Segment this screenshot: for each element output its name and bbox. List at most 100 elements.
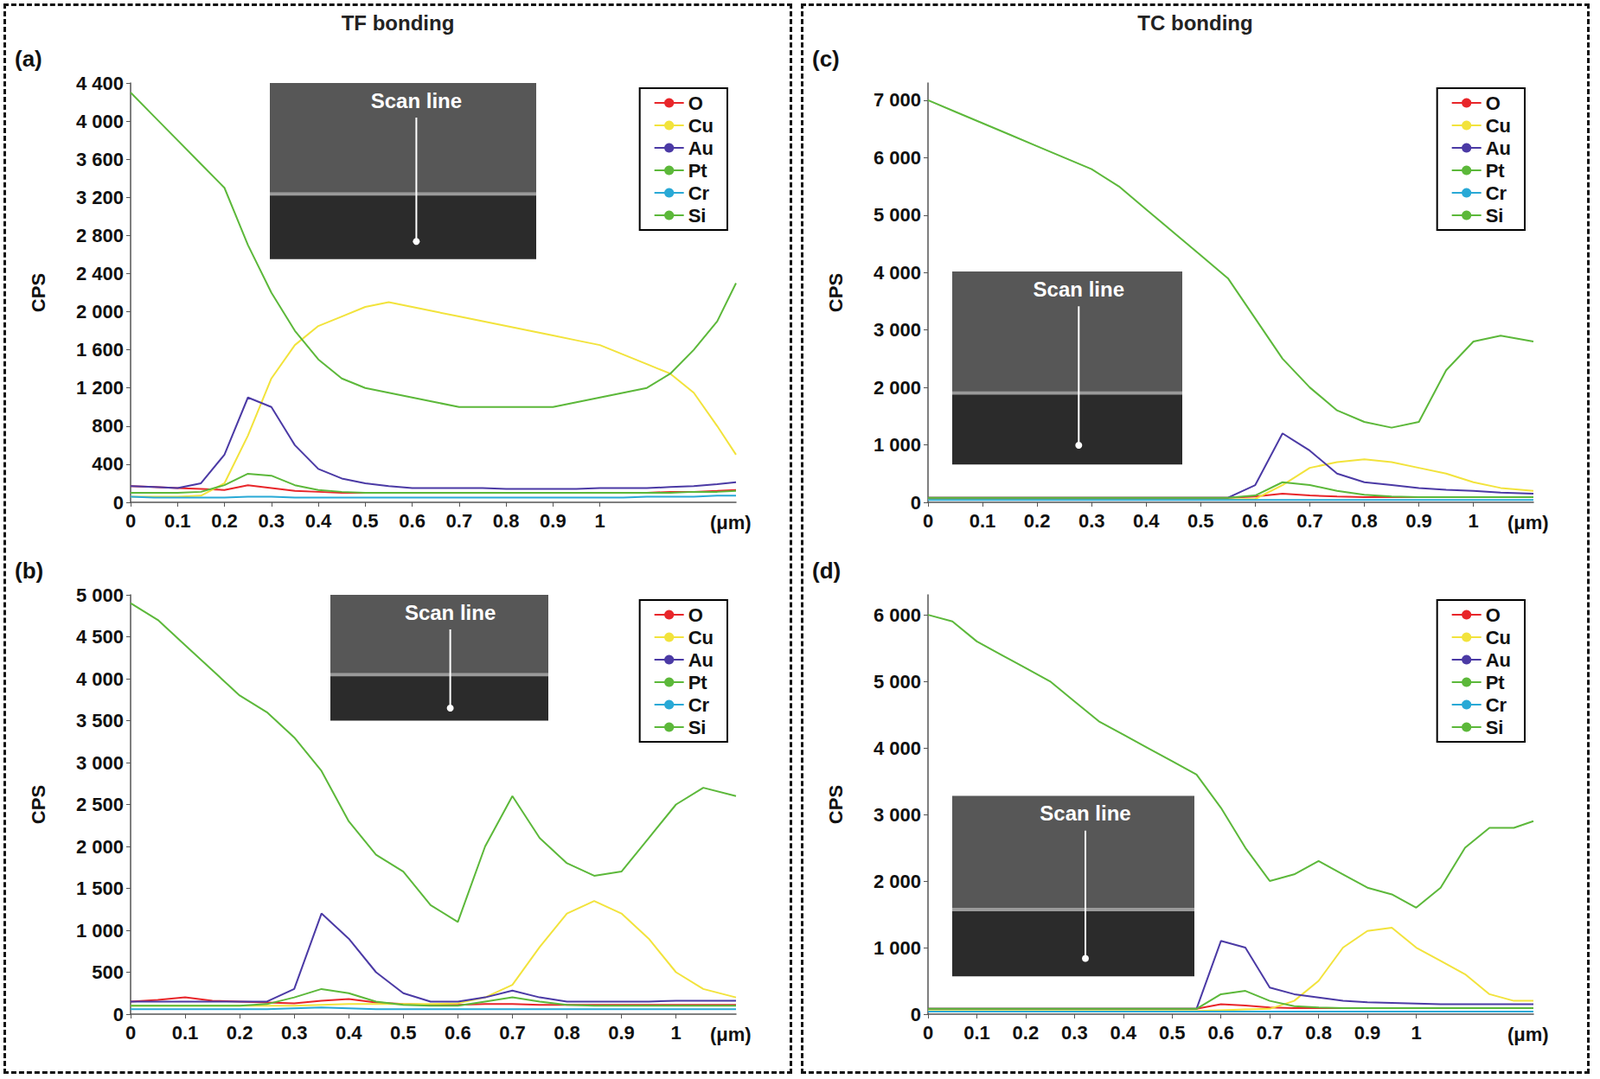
svg-text:0.8: 0.8: [492, 510, 520, 532]
svg-text:Si: Si: [1485, 204, 1504, 227]
svg-text:5 000: 5 000: [76, 584, 124, 607]
svg-text:2 000: 2 000: [76, 300, 124, 323]
svg-text:Si: Si: [1485, 716, 1504, 739]
svg-text:O: O: [1485, 604, 1501, 627]
svg-text:Pt: Pt: [688, 672, 709, 694]
svg-text:0: 0: [125, 1022, 136, 1044]
svg-text:CPS: CPS: [825, 273, 847, 313]
svg-text:CPS: CPS: [825, 785, 847, 825]
svg-text:Scan line: Scan line: [404, 601, 496, 625]
svg-text:2 400: 2 400: [76, 262, 124, 285]
svg-text:6 000: 6 000: [873, 147, 922, 169]
svg-text:2 000: 2 000: [873, 870, 922, 893]
svg-text:3 600: 3 600: [76, 148, 124, 171]
svg-text:0.2: 0.2: [226, 1022, 254, 1044]
svg-text:Cu: Cu: [1485, 627, 1511, 649]
svg-text:0.7: 0.7: [1296, 510, 1324, 532]
svg-text:0.5: 0.5: [1158, 1022, 1186, 1044]
svg-text:1 200: 1 200: [76, 377, 124, 399]
svg-text:0.9: 0.9: [608, 1022, 635, 1044]
svg-text:1 600: 1 600: [76, 339, 124, 361]
svg-text:2 500: 2 500: [76, 793, 124, 816]
svg-text:(μm): (μm): [1507, 512, 1549, 534]
svg-text:1 000: 1 000: [873, 937, 922, 960]
svg-text:CPS: CPS: [27, 273, 50, 313]
svg-text:3 000: 3 000: [873, 319, 922, 341]
svg-text:0.1: 0.1: [172, 1022, 199, 1044]
svg-text:Pt: Pt: [1485, 672, 1506, 694]
svg-text:4 000: 4 000: [873, 262, 922, 284]
svg-text:5 000: 5 000: [873, 204, 922, 226]
svg-text:2 000: 2 000: [76, 836, 124, 858]
svg-text:0.2: 0.2: [1024, 510, 1051, 532]
svg-text:6 000: 6 000: [873, 604, 922, 627]
svg-text:0.5: 0.5: [390, 1022, 417, 1044]
svg-text:Pt: Pt: [688, 160, 709, 182]
svg-text:1: 1: [595, 510, 606, 532]
svg-text:0.5: 0.5: [352, 510, 379, 532]
svg-text:400: 400: [91, 453, 124, 475]
svg-text:0.7: 0.7: [499, 1022, 526, 1044]
svg-text:4 000: 4 000: [76, 110, 124, 133]
svg-text:Cr: Cr: [1485, 694, 1508, 717]
svg-text:Au: Au: [1485, 137, 1511, 160]
svg-text:0.1: 0.1: [969, 510, 997, 532]
svg-text:(μm): (μm): [1507, 1024, 1549, 1046]
svg-text:Pt: Pt: [1485, 160, 1506, 182]
svg-text:0.9: 0.9: [539, 510, 567, 532]
svg-text:3 000: 3 000: [873, 804, 922, 826]
svg-text:0.7: 0.7: [446, 510, 474, 532]
svg-text:2 000: 2 000: [873, 377, 922, 399]
svg-text:0.8: 0.8: [553, 1022, 581, 1044]
svg-text:0: 0: [125, 510, 136, 532]
svg-text:0: 0: [922, 510, 934, 532]
svg-text:0.4: 0.4: [1132, 510, 1160, 532]
svg-text:Cr: Cr: [688, 694, 711, 717]
svg-text:1 000: 1 000: [873, 434, 922, 456]
svg-text:Scan line: Scan line: [371, 89, 462, 113]
svg-text:500: 500: [91, 961, 124, 984]
svg-text:Si: Si: [688, 716, 707, 739]
svg-text:0.4: 0.4: [305, 510, 333, 532]
svg-text:1: 1: [671, 1022, 682, 1044]
svg-text:0: 0: [910, 492, 922, 514]
svg-text:0.4: 0.4: [335, 1022, 363, 1044]
svg-text:4 000: 4 000: [76, 668, 124, 691]
svg-text:800: 800: [91, 415, 124, 437]
svg-text:Si: Si: [688, 204, 707, 227]
svg-text:(μm): (μm): [710, 1024, 752, 1046]
svg-text:0: 0: [113, 1004, 124, 1026]
svg-text:0.2: 0.2: [1012, 1022, 1040, 1044]
svg-text:0.5: 0.5: [1187, 510, 1215, 532]
svg-text:Cu: Cu: [1485, 115, 1511, 137]
svg-text:Au: Au: [688, 649, 714, 672]
svg-text:Au: Au: [1485, 649, 1511, 672]
svg-text:3 500: 3 500: [76, 710, 124, 732]
svg-text:0.6: 0.6: [444, 1022, 472, 1044]
svg-text:4 000: 4 000: [873, 737, 922, 760]
svg-text:4 400: 4 400: [76, 72, 124, 95]
svg-text:Cr: Cr: [1485, 182, 1508, 205]
svg-text:0.1: 0.1: [164, 510, 192, 532]
svg-text:0.7: 0.7: [1256, 1022, 1284, 1044]
svg-text:1: 1: [1410, 1022, 1421, 1044]
svg-text:0.3: 0.3: [281, 1022, 308, 1044]
svg-text:O: O: [688, 604, 704, 627]
svg-text:Scan line: Scan line: [1033, 277, 1125, 301]
svg-text:(a): (a): [14, 45, 43, 72]
svg-text:0.8: 0.8: [1305, 1022, 1332, 1044]
svg-text:2 800: 2 800: [76, 224, 124, 247]
svg-text:1 500: 1 500: [76, 877, 124, 900]
svg-text:0.2: 0.2: [211, 510, 238, 532]
svg-text:3 000: 3 000: [76, 752, 124, 775]
svg-text:7 000: 7 000: [873, 89, 922, 111]
svg-text:(μm): (μm): [710, 512, 752, 534]
svg-text:0.1: 0.1: [963, 1022, 991, 1044]
svg-text:0.9: 0.9: [1405, 510, 1433, 532]
svg-text:0.4: 0.4: [1110, 1022, 1138, 1044]
svg-text:Cu: Cu: [688, 115, 714, 137]
svg-text:0.9: 0.9: [1354, 1022, 1382, 1044]
svg-text:5 000: 5 000: [873, 671, 922, 693]
svg-text:1 000: 1 000: [76, 920, 124, 942]
svg-text:Cu: Cu: [688, 627, 714, 649]
